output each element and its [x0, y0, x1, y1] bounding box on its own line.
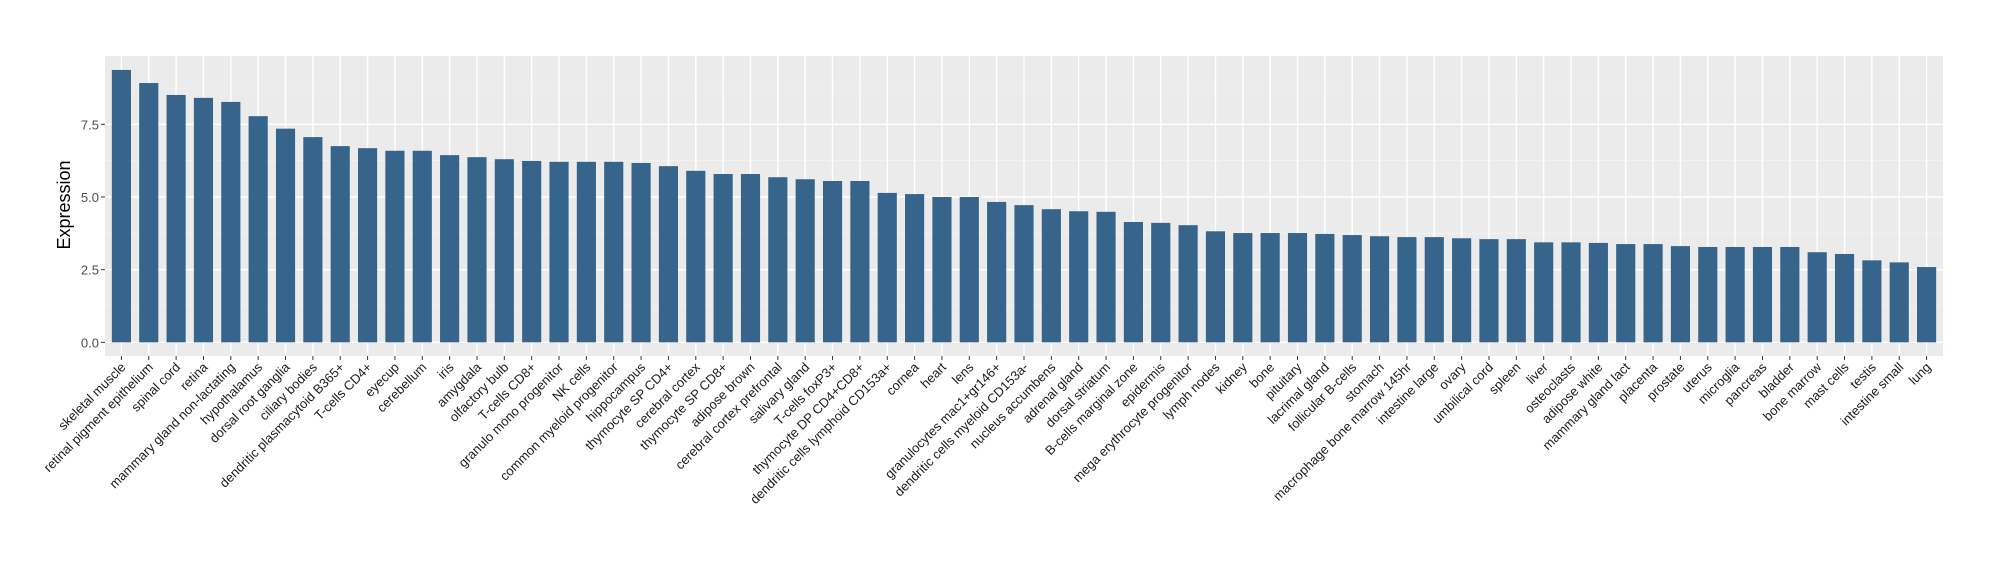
- bar: [1670, 246, 1691, 343]
- bar: [1752, 246, 1773, 343]
- bar: [139, 83, 159, 343]
- bar: [795, 179, 815, 343]
- bar: [1315, 233, 1335, 343]
- y-tick-label: 0.0: [81, 335, 99, 350]
- bar: [1643, 244, 1663, 343]
- bar: [959, 196, 979, 343]
- bar: [357, 148, 378, 343]
- bar: [1534, 242, 1554, 343]
- bar: [412, 150, 432, 343]
- bar: [1178, 225, 1198, 343]
- bar: [330, 146, 350, 343]
- bar: [1369, 236, 1390, 343]
- x-tick-label: kidney: [1213, 359, 1251, 397]
- bar: [1096, 211, 1116, 343]
- bar: [768, 177, 788, 343]
- bar: [1260, 233, 1280, 343]
- bar: [1041, 209, 1061, 343]
- bar: [1561, 242, 1581, 343]
- bar: [1397, 237, 1417, 343]
- bar: [1862, 260, 1882, 343]
- bar: [221, 101, 241, 343]
- bar: [1233, 233, 1253, 343]
- bar: [932, 196, 952, 343]
- bar: [1588, 242, 1608, 343]
- bar: [522, 160, 542, 343]
- bar: [1834, 253, 1855, 343]
- bar: [1342, 235, 1362, 343]
- bar: [658, 166, 679, 343]
- bar: [1069, 211, 1089, 343]
- bar: [1287, 233, 1308, 343]
- bars: [111, 69, 1937, 343]
- bar: [166, 94, 186, 343]
- y-axis: 0.0 2.5 5.0 7.5: [81, 117, 105, 350]
- bar: [1889, 262, 1909, 343]
- bar: [303, 137, 323, 343]
- bar: [713, 174, 733, 343]
- bar: [1014, 205, 1034, 343]
- bar: [1424, 237, 1444, 343]
- bar: [467, 157, 487, 343]
- bar: [1807, 252, 1827, 343]
- bar: [440, 155, 460, 343]
- bar: [1725, 246, 1745, 343]
- bar: [549, 161, 569, 343]
- y-axis-title: Expression: [54, 160, 74, 249]
- bar: [604, 161, 624, 343]
- bar: [1506, 239, 1526, 343]
- x-tick-label: spleen: [1486, 360, 1524, 398]
- bar: [905, 194, 925, 343]
- bar: [248, 116, 268, 343]
- bar: [686, 170, 706, 343]
- bar: [1917, 267, 1937, 343]
- x-tick-label: lung: [1906, 360, 1934, 388]
- bar: [877, 192, 897, 343]
- bar: [1205, 231, 1226, 343]
- bar: [1452, 238, 1472, 343]
- bar: [1151, 222, 1171, 343]
- bar: [850, 181, 870, 343]
- bar: [193, 97, 214, 343]
- bar: [740, 174, 761, 343]
- bar: [987, 201, 1007, 343]
- bar: [1479, 239, 1499, 343]
- bar: [576, 161, 596, 343]
- bar: [631, 162, 651, 343]
- bar: [1780, 246, 1800, 343]
- x-tick-label: heart: [918, 359, 950, 391]
- bar: [1616, 244, 1636, 343]
- bar: [494, 159, 514, 343]
- y-tick-label: 7.5: [81, 117, 99, 132]
- y-tick-label: 2.5: [81, 263, 99, 278]
- y-tick-label: 5.0: [81, 190, 99, 205]
- bar: [822, 181, 843, 343]
- bar: [385, 150, 405, 343]
- bar: [111, 69, 131, 343]
- bar: [1698, 246, 1718, 343]
- bar: [1123, 221, 1143, 343]
- bar: [275, 128, 296, 343]
